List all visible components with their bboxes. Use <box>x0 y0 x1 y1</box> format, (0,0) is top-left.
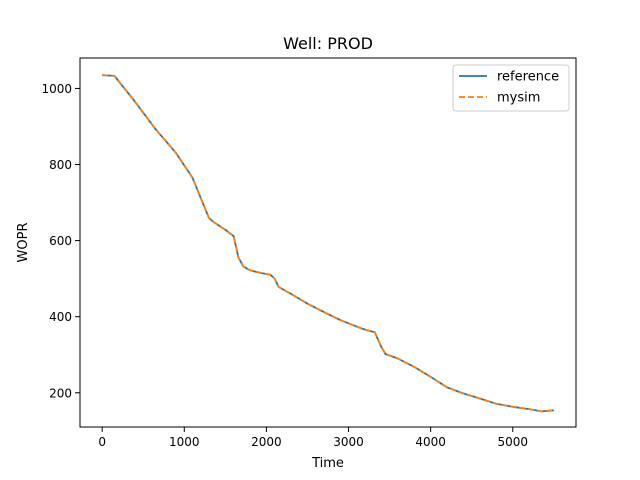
legend-label-reference: reference <box>497 70 559 85</box>
plot-area <box>79 57 577 428</box>
series-layer <box>102 74 554 413</box>
x-tick-label: 2000 <box>251 435 282 449</box>
legend: reference mysim <box>452 64 570 112</box>
series-line-mysim <box>102 74 554 413</box>
x-tick-label: 3000 <box>333 435 364 449</box>
y-tick-label: 800 <box>49 158 72 172</box>
x-tick-label: 0 <box>98 435 106 449</box>
y-tick-label: 400 <box>49 310 72 324</box>
y-tick-label: 600 <box>49 234 72 248</box>
legend-label-mysim: mysim <box>497 91 540 106</box>
x-tick-label: 5000 <box>497 435 528 449</box>
x-axis-ticks: 0 1000 2000 3000 4000 5000 <box>98 427 528 449</box>
y-axis-label: WOPR <box>16 223 31 263</box>
y-tick-label: 1000 <box>41 82 72 96</box>
x-tick-label: 1000 <box>169 435 200 449</box>
axes-frame <box>79 57 577 428</box>
y-tick-label: 200 <box>49 386 72 400</box>
chart-title: Well: PROD <box>283 34 373 53</box>
x-tick-label: 4000 <box>415 435 446 449</box>
y-axis-ticks: 200 400 600 800 1000 <box>41 82 80 400</box>
x-axis-label: Time <box>311 456 344 471</box>
